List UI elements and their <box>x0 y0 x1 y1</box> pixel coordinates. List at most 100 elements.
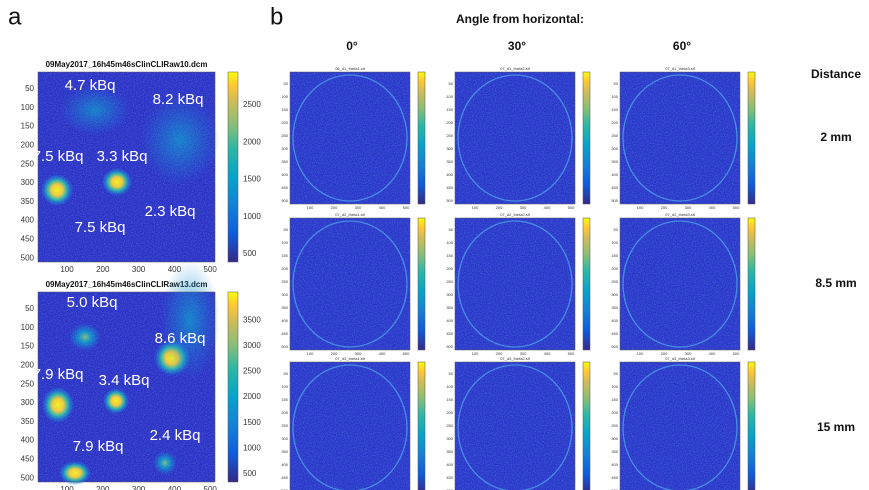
y-tick-label: 300 <box>611 292 618 297</box>
colorbar-tick-label: 500 <box>243 469 257 478</box>
y-tick-label: 500 <box>281 488 288 490</box>
y-tick-label: 250 <box>611 133 618 138</box>
y-tick-label: 250 <box>21 379 35 388</box>
y-tick-label: 400 <box>446 462 453 467</box>
detector-ring <box>292 364 408 490</box>
y-tick-label: 50 <box>614 371 619 376</box>
colorbar <box>747 217 756 351</box>
x-tick-label: 200 <box>96 485 110 490</box>
y-tick-label: 50 <box>284 227 289 232</box>
x-tick-label: 300 <box>132 485 146 490</box>
x-tick-label: 400 <box>709 351 716 356</box>
image-title: 07_d1_theta3.sif <box>665 66 695 71</box>
y-tick-label: 500 <box>281 198 288 203</box>
image-noise <box>620 218 740 350</box>
y-tick-label: 300 <box>446 436 453 441</box>
image-frame <box>289 71 411 205</box>
y-tick-label: 50 <box>449 227 454 232</box>
y-tick-label: 450 <box>446 185 453 190</box>
detector-ring <box>622 364 738 490</box>
x-tick-label: 200 <box>331 351 338 356</box>
image-title: 06_d1_theta1.sif <box>335 66 365 71</box>
colorbar-tick-label: 1000 <box>243 212 261 221</box>
x-tick-label: 100 <box>472 205 479 210</box>
x-tick-label: 100 <box>60 485 74 490</box>
y-tick-label: 200 <box>281 120 288 125</box>
x-tick-label: 100 <box>307 351 314 356</box>
detector-ring <box>292 74 408 202</box>
image-frame <box>289 361 411 490</box>
activity-label: 8.6 kBq <box>155 330 206 347</box>
x-tick-label: 500 <box>568 351 575 356</box>
y-tick-label: 350 <box>21 197 35 206</box>
colorbar <box>747 71 756 205</box>
colorbar-tick-label: 500 <box>243 249 257 258</box>
x-tick-label: 100 <box>60 265 74 274</box>
image-frame <box>454 361 576 490</box>
y-tick-label: 400 <box>281 462 288 467</box>
y-tick-label: 500 <box>21 253 35 262</box>
y-tick-label: 100 <box>21 323 35 332</box>
y-tick-label: 350 <box>446 449 453 454</box>
activity-label: 7.9 kBq <box>73 438 124 455</box>
image-title: 07_d2_theta3.sif <box>665 212 695 217</box>
y-tick-label: 100 <box>21 103 35 112</box>
detector-ring <box>457 364 573 490</box>
y-tick-label: 500 <box>611 198 618 203</box>
y-tick-label: 100 <box>611 94 618 99</box>
image-title: 09May2017_16h45m46sClinCLIRaw13.dcm <box>46 280 208 289</box>
y-tick-label: 150 <box>446 107 453 112</box>
y-tick-label: 200 <box>21 361 35 370</box>
y-tick-label: 150 <box>21 122 35 131</box>
image-frame <box>619 217 741 351</box>
detector-ring <box>622 220 738 348</box>
y-tick-label: 150 <box>611 107 618 112</box>
image-title: 09May2017_16h45m46sClinCLIRaw10.dcm <box>46 60 208 69</box>
y-tick-label: 200 <box>446 410 453 415</box>
y-tick-label: 350 <box>281 305 288 310</box>
y-tick-label: 300 <box>611 436 618 441</box>
y-tick-label: 450 <box>281 475 288 480</box>
y-tick-label: 250 <box>446 279 453 284</box>
y-tick-label: 50 <box>25 84 34 93</box>
y-tick-label: 300 <box>281 146 288 151</box>
detector-ring <box>457 74 573 202</box>
y-tick-label: 350 <box>611 449 618 454</box>
y-tick-label: 450 <box>281 331 288 336</box>
y-tick-label: 150 <box>611 253 618 258</box>
colorbar <box>582 217 591 351</box>
colorbar-tick-label: 1500 <box>243 418 261 427</box>
y-tick-label: 450 <box>611 185 618 190</box>
y-tick-label: 350 <box>446 305 453 310</box>
y-tick-label: 100 <box>281 240 288 245</box>
y-tick-label: 400 <box>611 462 618 467</box>
y-tick-label: 400 <box>21 216 35 225</box>
y-tick-label: 300 <box>446 292 453 297</box>
colorbar-tick-label: 2500 <box>243 100 261 109</box>
detector-ring <box>622 74 738 202</box>
colorbar-tick-label: 3500 <box>243 315 261 324</box>
colorbar-tick-label: 3000 <box>243 341 261 350</box>
y-tick-label: 200 <box>611 120 618 125</box>
activity-label: 8.2 kBq <box>153 91 204 108</box>
x-tick-label: 200 <box>661 205 668 210</box>
colorbar <box>227 71 239 263</box>
y-tick-label: 250 <box>611 279 618 284</box>
y-tick-label: 200 <box>21 141 35 150</box>
y-tick-label: 100 <box>446 94 453 99</box>
y-tick-label: 500 <box>446 488 453 490</box>
y-tick-label: 300 <box>281 436 288 441</box>
detector-ring <box>457 220 573 348</box>
colorbar-tick-label: 1500 <box>243 175 261 184</box>
image-frame <box>619 361 741 490</box>
activity-label: 7.5 kBq <box>33 148 84 165</box>
image-title: 07_d1_theta2.sif <box>500 66 530 71</box>
y-tick-label: 250 <box>281 279 288 284</box>
y-tick-label: 50 <box>449 371 454 376</box>
y-tick-label: 250 <box>446 133 453 138</box>
y-tick-label: 200 <box>611 266 618 271</box>
y-tick-label: 150 <box>281 107 288 112</box>
x-tick-label: 500 <box>733 351 740 356</box>
x-tick-label: 100 <box>307 205 314 210</box>
x-tick-label: 200 <box>96 265 110 274</box>
